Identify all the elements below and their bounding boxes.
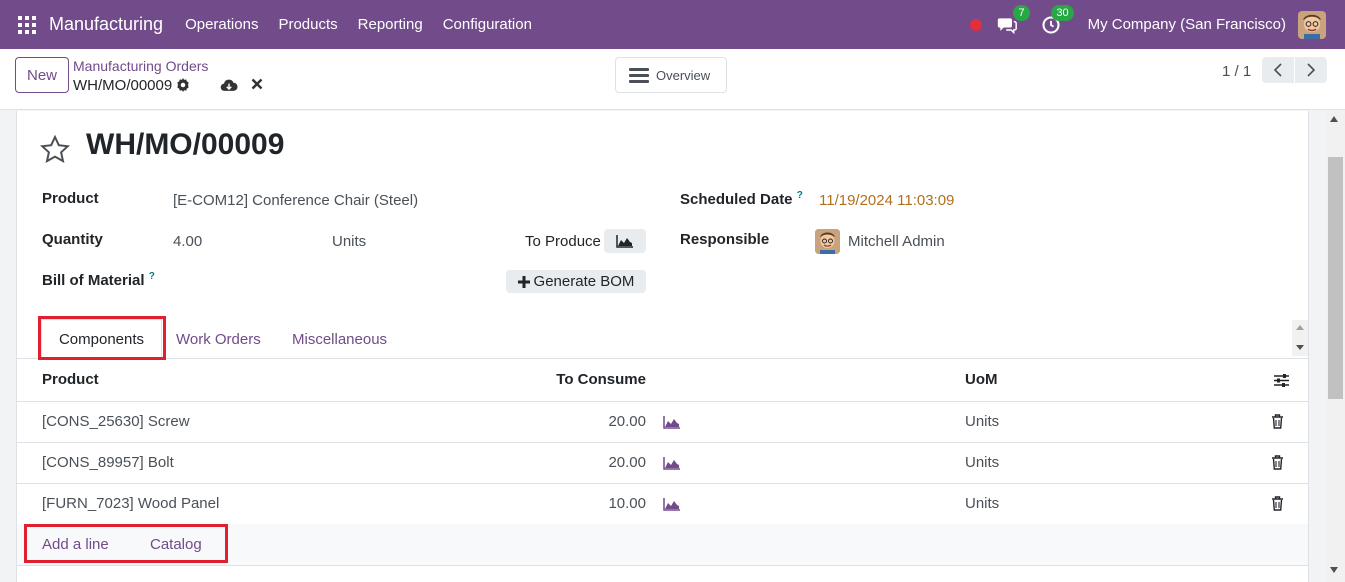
apps-menu-icon[interactable] (18, 15, 36, 34)
chevron-left-icon (1273, 63, 1282, 77)
responsible-avatar (815, 229, 840, 254)
top-navbar: Manufacturing Operations Products Report… (0, 0, 1345, 49)
column-header-uom[interactable]: UoM (965, 371, 998, 388)
menu-reporting[interactable]: Reporting (357, 16, 423, 33)
user-avatar[interactable] (1298, 10, 1326, 39)
overview-label: Overview (656, 67, 711, 83)
responsible-label: Responsible (680, 231, 770, 248)
row-divider (17, 442, 1308, 443)
page-scrollbar-thumb[interactable] (1328, 157, 1343, 399)
tab-miscellaneous[interactable]: Miscellaneous (292, 331, 388, 348)
tab-work-orders[interactable]: Work Orders (176, 331, 261, 348)
responsible-field[interactable]: Mitchell Admin (848, 233, 945, 250)
plus-icon (517, 275, 530, 288)
hamburger-icon (629, 65, 649, 86)
forecast-chart-icon[interactable] (663, 415, 681, 429)
save-cloud-icon[interactable] (220, 78, 238, 92)
menu-products[interactable]: Products (278, 16, 338, 33)
pager-next-button[interactable] (1295, 57, 1327, 83)
company-switcher[interactable]: My Company (San Francisco) (1087, 16, 1286, 33)
trash-icon[interactable] (1271, 455, 1284, 470)
forecast-chart-icon[interactable] (663, 456, 681, 470)
area-chart-icon (616, 235, 633, 248)
activities-badge: 30 (1051, 4, 1074, 21)
control-panel: New Manufacturing Orders WH/MO/00009 Ove… (0, 49, 1345, 110)
to-produce-label: To Produce (525, 233, 601, 250)
tabs-divider (17, 358, 1308, 359)
breadcrumb-current: WH/MO/00009 (73, 77, 173, 94)
column-header-product[interactable]: Product (42, 371, 99, 388)
product-field[interactable]: [E-COM12] Conference Chair (Steel) (173, 192, 419, 209)
top-menu: Operations Products Reporting Configurat… (175, 16, 542, 33)
favorite-star-icon[interactable] (40, 135, 70, 163)
generate-bom-button[interactable]: Generate BOM (506, 270, 646, 293)
pager-value[interactable]: 1 / 1 (1222, 63, 1252, 80)
menu-operations[interactable]: Operations (185, 16, 259, 33)
pager-previous-button[interactable] (1262, 57, 1294, 83)
scheduled-date-field[interactable]: 11/19/2024 11:03:09 (819, 192, 955, 209)
messages-icon[interactable]: 7 (996, 4, 1030, 36)
optional-columns-sliders-icon[interactable] (1273, 373, 1290, 388)
table-row-product[interactable]: [FURN_7023] Wood Panel (42, 495, 220, 512)
scheduled-date-help-icon[interactable]: ? (796, 190, 803, 201)
record-title: WH/MO/00009 (86, 128, 285, 161)
product-label: Product (42, 190, 99, 207)
column-header-to-consume[interactable]: To Consume (556, 371, 646, 388)
trash-icon[interactable] (1271, 496, 1284, 511)
row-divider (17, 401, 1308, 402)
quantity-uom-field[interactable]: Units (332, 233, 367, 250)
trash-icon[interactable] (1271, 414, 1284, 429)
discard-close-icon[interactable] (251, 78, 263, 90)
table-row-uom[interactable]: Units (965, 495, 1000, 512)
scheduled-date-label: Scheduled Date ? (680, 190, 803, 208)
gear-icon[interactable] (176, 78, 190, 92)
forecast-chart-button[interactable] (604, 229, 646, 253)
new-button[interactable]: New (15, 57, 69, 93)
navbar-systray: 7 30 My Company (San Francisco) (969, 0, 1345, 49)
generate-bom-label: Generate BOM (533, 273, 635, 290)
table-row-uom[interactable]: Units (965, 454, 1000, 471)
menu-configuration[interactable]: Configuration (442, 16, 532, 33)
activities-clock-icon[interactable]: 30 (1040, 4, 1074, 36)
bom-help-icon[interactable]: ? (148, 271, 155, 282)
row-divider (17, 483, 1308, 484)
scroll-down-arrow-icon[interactable] (1330, 567, 1338, 573)
overview-button[interactable]: Overview (615, 57, 727, 93)
scroll-up-arrow-icon[interactable] (1330, 116, 1338, 122)
table-row-to-consume[interactable]: 20.00 (608, 454, 646, 471)
add-a-line-link[interactable]: Add a line (42, 536, 109, 553)
chevron-right-icon (1307, 63, 1316, 77)
bom-label: Bill of Material ? (42, 271, 155, 289)
tabs-scrollbar[interactable] (1292, 320, 1308, 356)
add-line-row (17, 524, 1308, 565)
table-row-uom[interactable]: Units (965, 413, 1000, 430)
form-sheet (16, 111, 1309, 582)
table-row-to-consume[interactable]: 10.00 (608, 495, 646, 512)
tab-components[interactable]: Components (41, 319, 162, 359)
table-row-product[interactable]: [CONS_89957] Bolt (42, 454, 174, 471)
table-row-product[interactable]: [CONS_25630] Screw (42, 413, 190, 430)
messages-badge: 7 (1013, 4, 1030, 21)
quantity-field[interactable]: 4.00 (173, 233, 203, 250)
quantity-label: Quantity (42, 231, 103, 248)
forecast-chart-icon[interactable] (663, 497, 681, 511)
catalog-link[interactable]: Catalog (150, 536, 202, 553)
app-brand[interactable]: Manufacturing (49, 14, 164, 34)
table-row-to-consume[interactable]: 20.00 (608, 413, 646, 430)
breadcrumb-parent-link[interactable]: Manufacturing Orders (73, 58, 209, 74)
recording-dot-icon[interactable] (969, 18, 982, 31)
row-divider (17, 565, 1308, 566)
